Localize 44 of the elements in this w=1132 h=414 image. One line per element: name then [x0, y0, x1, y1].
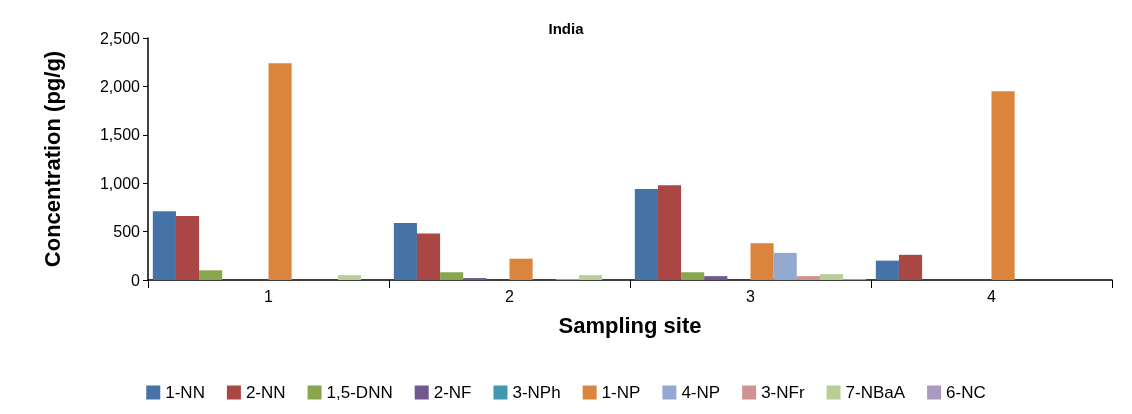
y-tick-label: 0 — [131, 271, 141, 289]
bar — [875, 260, 899, 280]
legend-label: 6-NC — [946, 383, 986, 402]
y-tick-label: 500 — [113, 223, 141, 241]
legend-label: 1-NP — [601, 383, 641, 402]
bar — [337, 275, 362, 280]
bar — [199, 270, 223, 280]
legend-label: 7-NBaA — [845, 383, 906, 402]
bar — [681, 272, 705, 280]
legend-label: 4-NP — [681, 383, 721, 402]
bar — [393, 222, 417, 280]
bar — [898, 254, 923, 280]
bar — [268, 63, 292, 280]
bar — [634, 189, 658, 280]
bar — [991, 91, 1015, 280]
legend-label: 2-NN — [245, 383, 286, 402]
bar — [416, 233, 441, 280]
bar — [175, 216, 200, 280]
legend-label: 3-NFr — [761, 383, 805, 402]
bar — [819, 274, 844, 280]
x-tick-label: 3 — [746, 287, 756, 305]
bar — [796, 276, 820, 280]
x-tick-label: 1 — [264, 287, 274, 305]
bar — [704, 276, 728, 280]
bar — [578, 275, 603, 280]
y-tick-label: 2,500 — [99, 29, 141, 47]
y-tick-label: 1,500 — [99, 126, 141, 144]
legend-label: 3-NPh — [512, 383, 561, 402]
legend-label: 1-NN — [165, 383, 205, 402]
bar — [509, 258, 533, 280]
x-tick-label: 4 — [987, 287, 997, 305]
x-tick-label: 2 — [505, 287, 515, 305]
bar — [152, 211, 176, 280]
bar — [773, 252, 797, 280]
y-tick-label: 2,000 — [99, 77, 141, 95]
legend-label: 2-NF — [433, 383, 472, 402]
chart-title: India — [548, 20, 585, 37]
y-axis-title: Concentration (pg/g) — [39, 50, 65, 268]
x-axis-title: Sampling site — [558, 312, 702, 338]
legend-label: 1,5-DNN — [326, 383, 393, 402]
y-tick-label: 1,000 — [99, 174, 141, 192]
bar — [657, 185, 682, 280]
bar — [750, 243, 774, 280]
bar — [440, 272, 464, 280]
